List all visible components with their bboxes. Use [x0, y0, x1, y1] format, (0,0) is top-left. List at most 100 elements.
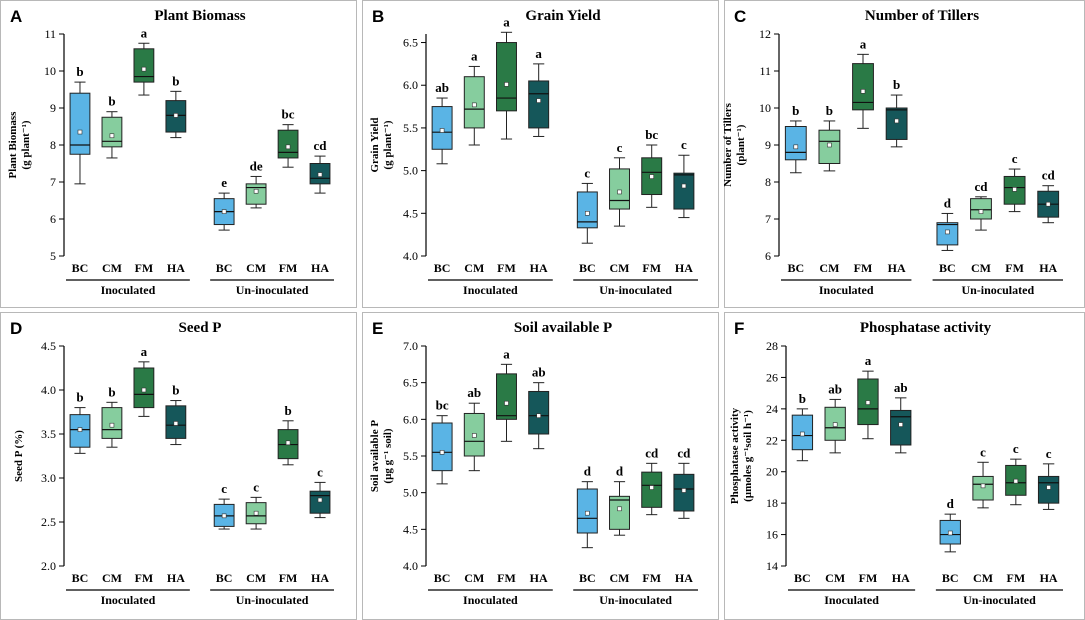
box-body	[972, 475, 994, 501]
box-cm-inoc: a	[463, 48, 485, 146]
significance-letter: c	[1012, 151, 1018, 166]
y-axis-title: Phosphatase activity	[729, 407, 741, 504]
y-axis-title: Plant Biomass	[7, 111, 19, 179]
mean-marker	[471, 102, 477, 108]
group-label: Inoculated	[463, 593, 518, 607]
y-tick-label: 10	[759, 101, 771, 115]
box-body	[576, 191, 598, 229]
box-ha-uninoc: cd	[1037, 168, 1060, 224]
panel-border	[724, 0, 1085, 308]
significance-letter: cd	[974, 179, 988, 194]
y-tick-label: 11	[44, 27, 56, 41]
significance-letter: cd	[314, 138, 328, 153]
category-label: BC	[216, 261, 233, 275]
box-fm-inoc: a	[133, 344, 155, 417]
y-tick-label: 6.0	[403, 412, 418, 426]
mean-marker	[109, 133, 115, 139]
category-label: CM	[825, 571, 845, 585]
box-fm-uninoc: c	[1005, 441, 1027, 506]
mean-marker	[585, 510, 590, 516]
box-body	[1037, 475, 1060, 504]
y-tick-label: 5.0	[403, 164, 418, 178]
box-cm-inoc: b	[101, 384, 123, 448]
mean-marker	[1045, 201, 1051, 207]
y-tick-label: 20	[766, 465, 778, 479]
mean-marker	[317, 172, 323, 177]
mean-marker	[141, 387, 147, 393]
group-label: Un-inoculated	[599, 593, 672, 607]
y-tick-label: 22	[766, 433, 778, 447]
significance-letter: ab	[532, 365, 546, 380]
category-label: FM	[1006, 571, 1025, 585]
category-label: BC	[434, 261, 451, 275]
panel-letter: B	[372, 7, 384, 26]
category-label: FM	[642, 571, 661, 585]
box-body	[784, 126, 807, 161]
mean-marker	[77, 129, 83, 135]
mean-marker	[285, 440, 291, 446]
mean-marker	[173, 113, 179, 118]
box-cm-inoc: b	[101, 94, 123, 159]
category-label: HA	[1039, 261, 1057, 275]
category-label: FM	[642, 261, 661, 275]
y-tick-label: 14	[766, 559, 778, 573]
box-body	[133, 48, 155, 83]
y-tick-label: 26	[766, 370, 778, 384]
mean-marker	[1013, 478, 1019, 484]
group-label: Inoculated	[101, 593, 156, 607]
significance-letter: d	[944, 195, 952, 210]
group-label: Un-inoculated	[963, 593, 1036, 607]
group-label: Inoculated	[101, 283, 156, 297]
significance-letter: b	[792, 103, 799, 118]
category-label: CM	[246, 261, 266, 275]
mean-marker	[832, 422, 838, 427]
y-tick-label: 5.0	[403, 486, 418, 500]
category-label: HA	[675, 261, 693, 275]
box-bc-inoc: b	[69, 64, 91, 185]
box-bc-inoc: bc	[431, 398, 453, 485]
panel-title: Plant Biomass	[154, 8, 245, 24]
box-body	[496, 42, 517, 112]
mean-marker	[793, 144, 799, 150]
significance-letter: ab	[828, 381, 842, 396]
mean-marker	[978, 209, 984, 214]
category-label: FM	[859, 571, 878, 585]
significance-letter: ab	[435, 80, 449, 95]
y-tick-label: 6.0	[403, 78, 418, 92]
category-label: CM	[973, 571, 993, 585]
box-fm-inoc: a	[857, 353, 879, 440]
significance-letter: c	[1046, 446, 1052, 461]
mean-marker	[617, 189, 622, 195]
y-tick-label: 8	[50, 138, 56, 152]
box-bc-inoc: ab	[431, 80, 453, 165]
y-tick-label: 12	[759, 27, 771, 41]
category-label: BC	[794, 571, 811, 585]
mean-marker	[504, 82, 509, 87]
category-label: FM	[279, 261, 298, 275]
mean-marker	[585, 211, 590, 216]
box-bc-uninoc: c	[576, 165, 598, 244]
category-label: CM	[464, 261, 484, 275]
significance-letter: ab	[894, 380, 908, 395]
box-cm-uninoc: c	[609, 140, 630, 227]
panel-c: C Number of Tillers 6 7 8 9 10 11 12 Number of Ti…	[722, 0, 1085, 308]
category-label: CM	[819, 261, 839, 275]
box-bc-uninoc: d	[936, 195, 959, 251]
box-ha-inoc: b	[165, 383, 187, 446]
mean-marker	[894, 118, 899, 124]
panel-border	[0, 312, 357, 620]
box-bc-uninoc: c	[213, 481, 235, 530]
category-label: CM	[246, 571, 266, 585]
significance-letter: b	[284, 403, 291, 418]
y-axis-unit: (µg g⁻¹ soil)	[382, 428, 394, 483]
significance-letter: de	[250, 158, 263, 173]
box-body	[69, 92, 91, 155]
y-tick-label: 6	[765, 249, 771, 263]
category-label: HA	[892, 571, 910, 585]
category-label: BC	[579, 261, 596, 275]
significance-letter: c	[980, 444, 986, 459]
y-tick-label: 9	[765, 138, 771, 152]
box-fm-uninoc: c	[1003, 151, 1026, 213]
